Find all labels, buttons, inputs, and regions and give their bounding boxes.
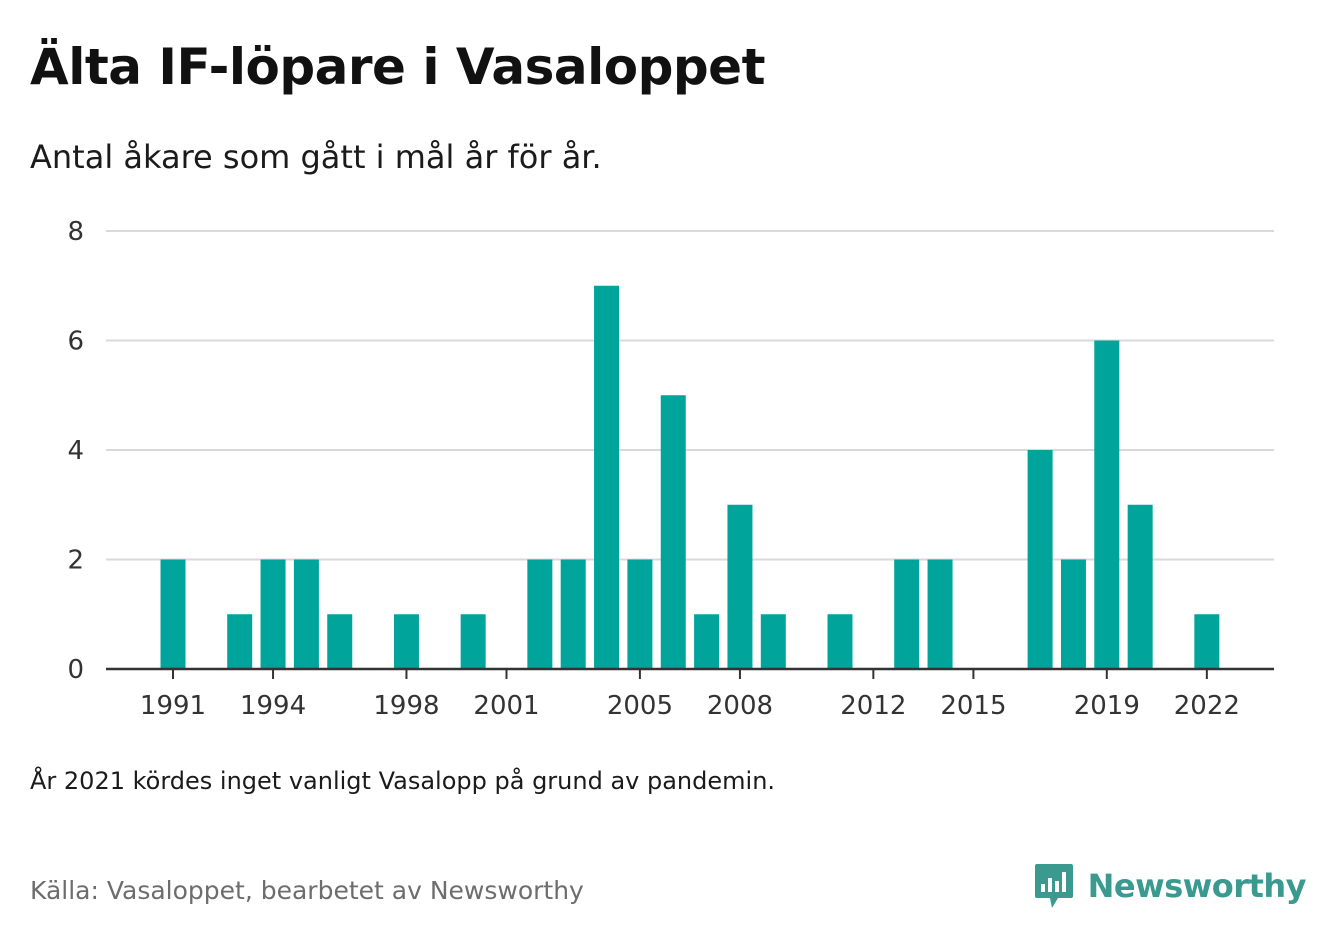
bar xyxy=(327,614,353,669)
bar xyxy=(760,614,786,669)
bar xyxy=(393,614,419,669)
bar xyxy=(627,559,653,669)
bars xyxy=(160,285,1220,669)
bar xyxy=(260,559,286,669)
bar xyxy=(1060,559,1086,669)
x-tick-label: 2012 xyxy=(840,691,906,721)
bar-chart: 0 2 4 6 8 1991 1994 1998 2001 2005 2008 2012 2015 201… xyxy=(67,217,1274,721)
x-tick-label: 1994 xyxy=(240,691,306,721)
y-tick-label: 2 xyxy=(67,546,84,576)
bar xyxy=(227,614,253,669)
source-credit: Källa: Vasaloppet, bearbetet av Newswort… xyxy=(30,876,584,905)
x-tick-label: 2001 xyxy=(473,691,539,721)
bar xyxy=(927,559,953,669)
bar xyxy=(1194,614,1220,669)
y-tick-label: 6 xyxy=(67,327,84,357)
x-tick-label: 2005 xyxy=(607,691,673,721)
brand-name: Newsworthy xyxy=(1087,867,1307,905)
bar xyxy=(827,614,853,669)
x-tick-label: 2022 xyxy=(1174,691,1240,721)
brand-logo: Newsworthy xyxy=(1034,862,1307,910)
bar xyxy=(560,559,586,669)
x-tick-label: 1998 xyxy=(373,691,439,721)
bar xyxy=(160,559,186,669)
x-tick-label: 1991 xyxy=(140,691,206,721)
bar xyxy=(594,285,620,669)
bar xyxy=(1127,504,1153,669)
y-tick-label: 0 xyxy=(67,655,84,685)
axes: 0 2 4 6 8 1991 1994 1998 2001 2005 2008 2012 2015 201… xyxy=(67,217,1274,721)
bar xyxy=(660,395,686,669)
bar xyxy=(727,504,753,669)
chart-title: Älta IF-löpare i Vasaloppet xyxy=(30,38,766,96)
x-tick-label: 2015 xyxy=(940,691,1006,721)
y-tick-label: 8 xyxy=(67,217,84,247)
bar xyxy=(460,614,486,669)
newsworthy-logo-icon xyxy=(1034,864,1073,908)
x-tick-label: 2019 xyxy=(1074,691,1140,721)
bar xyxy=(694,614,720,669)
chart-note: År 2021 kördes inget vanligt Vasalopp på… xyxy=(30,767,776,795)
bar xyxy=(293,559,319,669)
bar xyxy=(1094,340,1120,669)
bar xyxy=(527,559,553,669)
bar xyxy=(894,559,920,669)
bar xyxy=(1027,450,1053,669)
chart-subtitle: Antal åkare som gått i mål år för år. xyxy=(30,138,602,176)
x-tick-label: 2008 xyxy=(707,691,773,721)
y-tick-label: 4 xyxy=(67,436,84,466)
